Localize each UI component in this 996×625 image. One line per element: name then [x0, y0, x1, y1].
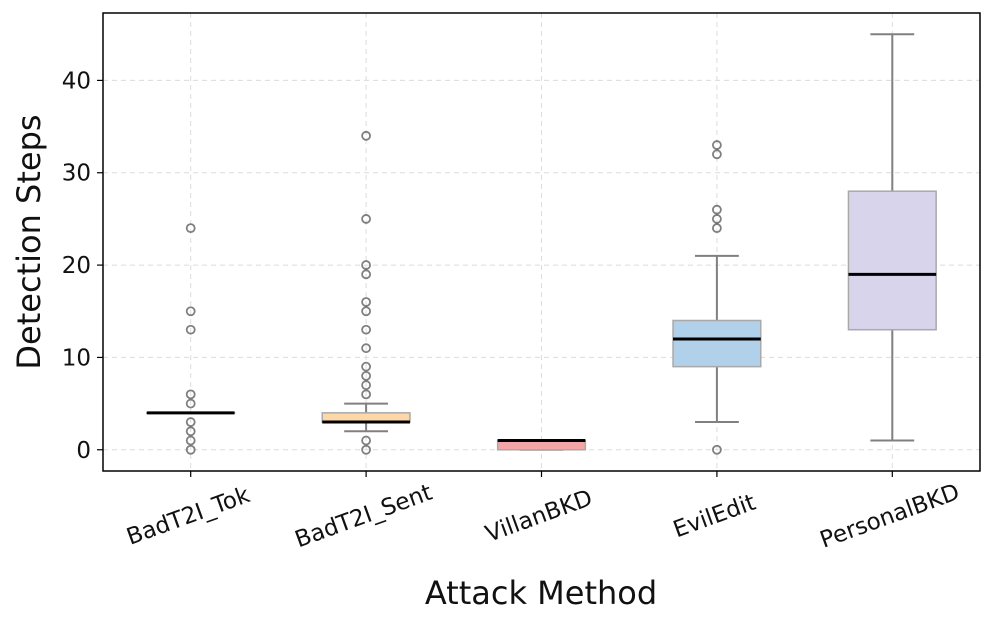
outlier-point	[361, 269, 372, 280]
outlier-point	[361, 260, 372, 270]
outlier-point	[361, 380, 372, 391]
outlier-point	[712, 223, 722, 234]
grid	[103, 13, 980, 471]
box-iqr	[672, 319, 762, 368]
outlier-point	[361, 214, 372, 224]
x-tick-label: EvilEdit	[670, 490, 759, 544]
outlier-point	[185, 223, 196, 234]
x-tick-label: PersonalBKD	[817, 479, 963, 553]
outlier-point	[185, 426, 196, 437]
y-axis-title: Detection Steps	[10, 114, 48, 369]
outlier-point	[361, 324, 372, 335]
outlier-point	[185, 389, 196, 400]
outlier-point	[185, 417, 196, 427]
outlier-point	[185, 435, 196, 446]
box-iqr	[847, 190, 937, 331]
box-eviledit	[672, 140, 762, 455]
outlier-point	[712, 444, 722, 455]
outlier-point	[361, 306, 372, 317]
x-tick-label: BadT2I_Sent	[292, 480, 436, 554]
y-tick-label: 40	[62, 68, 91, 94]
y-tick-label: 20	[62, 253, 91, 279]
box-badt2i_sent	[321, 130, 411, 455]
box-personalbkd	[847, 33, 937, 442]
y-tick-label: 10	[62, 345, 91, 371]
x-axis-title: Attack Method	[425, 574, 657, 612]
x-tick-label: VillanBKD	[482, 485, 596, 548]
outlier-point	[185, 444, 196, 455]
outlier-point	[361, 444, 372, 455]
y-tick-label: 0	[76, 438, 91, 464]
outlier-point	[712, 204, 722, 215]
outlier-point	[712, 149, 722, 160]
outlier-point	[361, 361, 372, 372]
x-axis-ticks: BadT2I_Tok BadT2I_Sent VillanBKD EvilEdit Pe…	[123, 471, 963, 554]
y-axis-ticks: 0 10 20 30 40	[62, 68, 103, 464]
box-villanbkd	[496, 439, 587, 451]
outlier-point	[712, 214, 722, 224]
outlier-point	[712, 140, 722, 150]
outlier-point	[185, 398, 196, 409]
box-series	[146, 33, 937, 455]
outlier-point	[361, 343, 372, 354]
outlier-point	[361, 435, 372, 446]
outlier-point	[361, 370, 372, 381]
outlier-point	[361, 297, 372, 307]
outlier-point	[185, 324, 196, 335]
x-tick-label: BadT2I_Tok	[123, 482, 254, 551]
outlier-point	[361, 389, 372, 400]
box-badt2i_tok	[146, 223, 236, 455]
y-tick-label: 30	[62, 161, 91, 187]
outlier-point	[361, 130, 372, 141]
outlier-point	[185, 306, 196, 317]
